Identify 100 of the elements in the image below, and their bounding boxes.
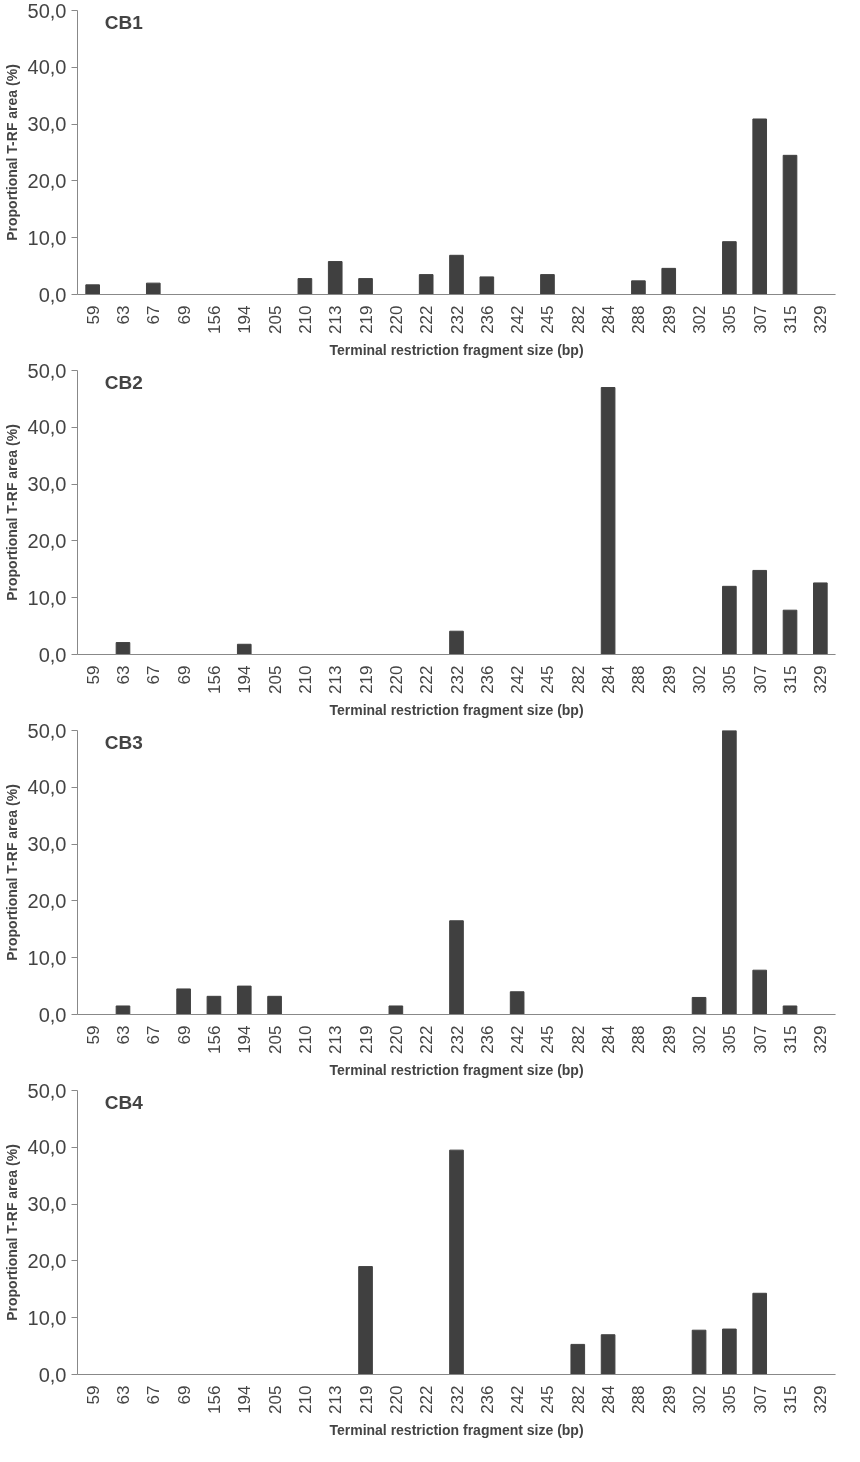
x-tick-label: 210	[295, 665, 315, 694]
bar	[752, 118, 768, 295]
y-tick-label: 10,0	[27, 946, 67, 969]
x-tick-label: 315	[781, 1385, 801, 1414]
bar	[85, 284, 100, 295]
x-tick-label: 220	[386, 1385, 406, 1414]
y-tick-label: 20,0	[27, 169, 67, 192]
x-tick-label: 156	[204, 1025, 224, 1054]
y-tick-label: 30,0	[27, 473, 67, 496]
x-tick-label: 284	[599, 1025, 619, 1054]
x-tick-label: 329	[811, 305, 831, 334]
x-tick-label: 205	[265, 1025, 285, 1054]
x-tick-label: 236	[477, 1385, 497, 1414]
x-tick-label: 329	[811, 665, 831, 694]
x-tick-label: 63	[113, 1385, 133, 1405]
bar	[722, 241, 737, 295]
x-tick-label: 210	[295, 1385, 315, 1414]
x-tick-label: 194	[235, 1385, 255, 1414]
bar	[782, 609, 798, 655]
x-tick-label: 222	[417, 665, 437, 694]
x-tick-label: 59	[83, 665, 103, 685]
x-tick-label: 67	[144, 1385, 164, 1405]
x-axis-title: Terminal restriction fragment size (bp)	[329, 1421, 584, 1438]
x-tick-label: 302	[690, 1025, 710, 1054]
bar	[327, 261, 343, 295]
y-tick-label: 30,0	[27, 833, 67, 856]
x-tick-label: 156	[204, 665, 224, 694]
bar	[722, 730, 737, 1015]
x-tick-label: 156	[204, 305, 224, 334]
x-tick-label: 213	[326, 1025, 346, 1054]
bar	[358, 278, 373, 295]
y-axis-title: Proportional T-RF area (%)	[3, 1144, 20, 1321]
bar	[722, 585, 737, 655]
x-tick-label: 288	[629, 305, 649, 334]
x-tick-label: 315	[781, 305, 801, 334]
x-tick-label: 305	[720, 1385, 740, 1414]
x-tick-label: 307	[750, 1385, 770, 1414]
x-tick-label: 222	[417, 305, 437, 334]
chart-title: CB4	[104, 1091, 144, 1113]
y-tick-label: 20,0	[27, 529, 67, 552]
y-tick-label: 40,0	[27, 56, 67, 79]
x-tick-label: 245	[538, 1385, 558, 1414]
bar	[115, 642, 131, 655]
x-tick-label: 67	[144, 665, 164, 685]
y-tick-label: 50,0	[27, 719, 67, 742]
chart-title: CB3	[104, 731, 143, 753]
x-tick-label: 69	[174, 1025, 194, 1045]
y-tick-label: 40,0	[27, 416, 67, 439]
x-tick-label: 329	[811, 1385, 831, 1414]
y-tick-label: 30,0	[27, 1193, 67, 1216]
x-tick-label: 282	[568, 665, 588, 694]
x-tick-label: 232	[447, 1025, 467, 1054]
y-tick-label: 10,0	[27, 586, 67, 609]
bar	[570, 1343, 586, 1375]
x-tick-label: 194	[235, 305, 255, 334]
x-tick-label: 284	[599, 305, 619, 334]
y-tick-label: 10,0	[27, 226, 67, 249]
bar	[145, 282, 161, 295]
x-tick-label: 205	[265, 665, 285, 694]
bar	[600, 387, 616, 655]
x-tick-label: 315	[781, 1025, 801, 1054]
x-tick-label: 67	[144, 305, 164, 325]
x-tick-label: 232	[447, 305, 467, 334]
x-tick-label: 242	[508, 1025, 528, 1054]
bar	[176, 988, 191, 1015]
y-tick-label: 40,0	[27, 1136, 67, 1159]
x-tick-label: 69	[174, 1385, 194, 1405]
bar	[509, 991, 525, 1015]
x-tick-label: 305	[720, 1025, 740, 1054]
x-tick-label: 232	[447, 1385, 467, 1414]
bar	[540, 274, 555, 295]
x-tick-label: 63	[113, 1025, 133, 1045]
x-tick-label: 219	[356, 665, 376, 694]
x-tick-label: 302	[690, 665, 710, 694]
x-tick-label: 307	[750, 665, 770, 694]
x-tick-label: 242	[508, 305, 528, 334]
x-tick-label: 69	[174, 305, 194, 325]
bar	[449, 254, 464, 295]
bar	[782, 1005, 798, 1015]
bar	[449, 920, 464, 1015]
x-tick-label: 59	[83, 1025, 103, 1045]
chart-title: CB1	[104, 11, 144, 33]
x-tick-label: 245	[538, 305, 558, 334]
bar	[661, 267, 677, 295]
x-tick-label: 288	[629, 1385, 649, 1414]
bar	[691, 996, 707, 1015]
x-tick-label: 59	[83, 1385, 103, 1405]
x-tick-label: 245	[538, 665, 558, 694]
x-tick-label: 220	[386, 305, 406, 334]
y-tick-label: 50,0	[27, 0, 67, 22]
x-tick-label: 289	[659, 1025, 679, 1054]
y-tick-label: 0,0	[38, 643, 67, 666]
bar	[115, 1005, 131, 1015]
x-tick-label: 156	[204, 1385, 224, 1414]
bar	[267, 995, 282, 1015]
bar	[236, 643, 252, 655]
bar	[600, 1334, 616, 1375]
bar	[752, 1292, 768, 1375]
x-tick-label: 288	[629, 1025, 649, 1054]
x-tick-label: 284	[599, 665, 619, 694]
